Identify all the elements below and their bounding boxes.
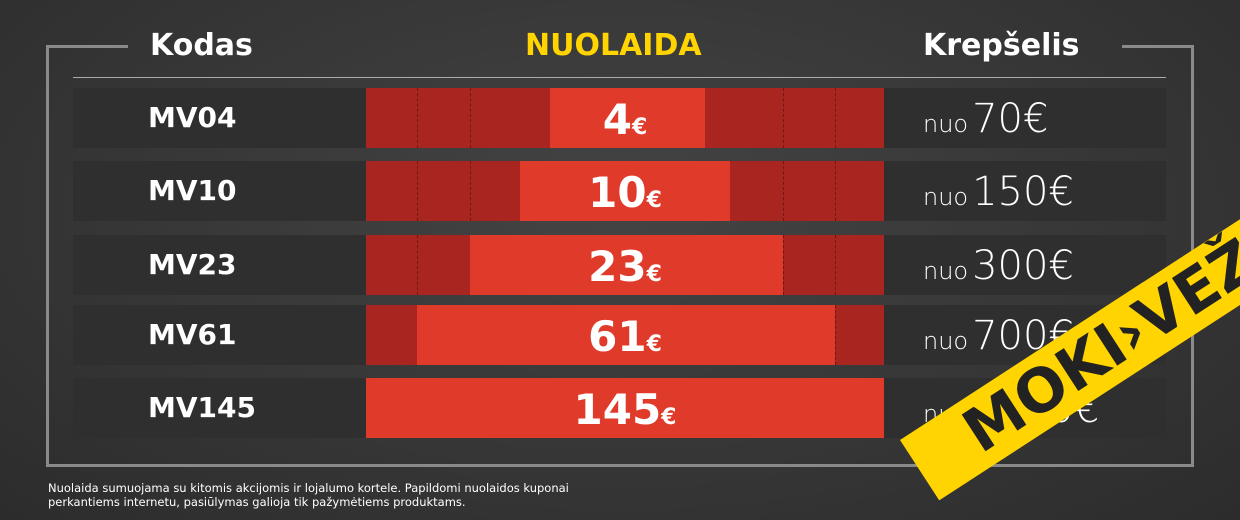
- frame: [46, 464, 1194, 467]
- code-row: MV10 10€ nuo 150€: [73, 161, 1166, 221]
- code: MV61: [148, 318, 237, 351]
- discount-currency: €: [631, 115, 648, 140]
- header-basket: Krepšelis: [923, 28, 1080, 63]
- basket-amount: 150€: [972, 169, 1074, 215]
- frame: [1122, 45, 1194, 48]
- discount-amount: 10: [588, 168, 647, 217]
- footer-line: Nuolaida sumuojama su kitomis akcijomis …: [48, 481, 569, 495]
- ticket-divider: [783, 88, 784, 148]
- ticket-divider: [470, 88, 471, 148]
- basket-prefix: nuo: [923, 183, 969, 211]
- discount: 145€: [366, 378, 884, 438]
- ticket-divider: [417, 161, 418, 221]
- basket-prefix: nuo: [923, 257, 969, 285]
- footer-line: perkantiems internetu, pasiūlymas galioj…: [48, 495, 466, 509]
- ticket: 61€: [366, 305, 884, 365]
- discount-currency: €: [646, 332, 662, 357]
- code: MV23: [148, 248, 237, 281]
- basket-prefix: nuo: [923, 327, 969, 355]
- basket-prefix: nuo: [923, 110, 969, 138]
- discount: 4€: [366, 88, 884, 148]
- ticket: 10€: [366, 161, 884, 221]
- code: MV10: [148, 174, 237, 207]
- ticket-divider: [417, 88, 418, 148]
- ticket-divider: [783, 161, 784, 221]
- discount-currency: €: [661, 405, 677, 430]
- ticket: 23€: [366, 235, 884, 295]
- discount: 10€: [366, 161, 884, 221]
- discount: 61€: [366, 305, 884, 365]
- ticket: 4€: [366, 88, 884, 148]
- basket-min: nuo 150€: [923, 161, 1074, 228]
- discount-amount: 4: [602, 95, 632, 144]
- header-rule: [73, 77, 1166, 78]
- ticket-highlight: [550, 88, 705, 148]
- basket-min: nuo 300€: [923, 235, 1074, 302]
- basket-amount: 300€: [972, 243, 1074, 289]
- basket-amount: 70€: [972, 96, 1049, 142]
- code-row: MV04 4€ nuo 70€: [73, 88, 1166, 148]
- ticket: 145€: [366, 378, 884, 438]
- discount-currency: €: [646, 262, 662, 287]
- header-discount: NUOLAIDA: [525, 28, 702, 63]
- ticket-divider: [417, 235, 418, 295]
- ticket-highlight: [520, 161, 730, 221]
- discount-amount: 61: [588, 312, 647, 361]
- frame: [46, 45, 49, 467]
- ticket-divider: [835, 305, 836, 365]
- ticket-divider: [783, 235, 784, 295]
- basket-min: nuo 70€: [923, 88, 1048, 155]
- ticket-highlight: [417, 305, 835, 365]
- discount: 23€: [366, 235, 884, 295]
- code: MV145: [148, 391, 256, 424]
- discount-currency: €: [646, 188, 662, 213]
- ticket-divider: [835, 235, 836, 295]
- code-row: MV61 61€ nuo 700€: [73, 305, 1166, 365]
- code-row: MV23 23€ nuo 300€: [73, 235, 1166, 295]
- ticket-highlight: [366, 378, 884, 438]
- ticket-divider: [835, 88, 836, 148]
- discount-amount: 145: [573, 385, 662, 434]
- frame: [46, 45, 128, 48]
- ticket-highlight: [470, 235, 783, 295]
- discount-amount: 23: [588, 242, 647, 291]
- ticket-divider: [470, 161, 471, 221]
- header-code: Kodas: [150, 28, 253, 63]
- code: MV04: [148, 101, 237, 134]
- ticket-divider: [835, 161, 836, 221]
